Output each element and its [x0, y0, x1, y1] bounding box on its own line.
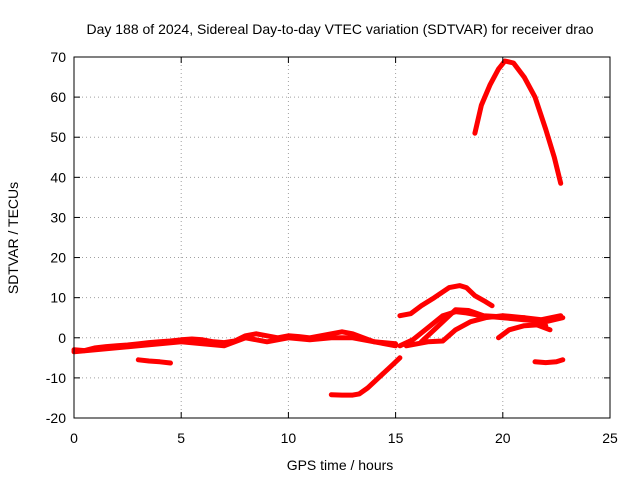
x-tick-label: 0 — [70, 430, 78, 446]
y-tick-label: -10 — [46, 370, 66, 386]
plot-frame — [73, 56, 611, 419]
y-tick-label: 20 — [50, 250, 66, 266]
series-layer — [71, 58, 566, 398]
series-trace-3 — [135, 357, 173, 366]
y-tick-label: 40 — [50, 169, 66, 185]
series-trace-2 — [71, 335, 399, 355]
y-tick-label: 50 — [50, 129, 66, 145]
x-tick-label: 5 — [177, 430, 185, 446]
series-trace-9 — [496, 322, 553, 341]
y-tick-label: 70 — [50, 49, 66, 65]
y-tick-label: 60 — [50, 89, 66, 105]
series-trace-10 — [532, 357, 566, 366]
chart-title: Day 188 of 2024, Sidereal Day-to-day VTE… — [86, 21, 593, 37]
x-tick-label: 25 — [602, 430, 618, 446]
x-ticks: 0 5 10 15 20 25 — [70, 57, 618, 446]
series-trace-4 — [328, 355, 403, 398]
y-tick-label: 10 — [50, 290, 66, 306]
x-axis-label: GPS time / hours — [287, 457, 394, 473]
y-axis-label: SDTVAR / TECUs — [5, 182, 21, 294]
y-ticks: -20 -10 0 10 20 30 40 50 60 70 — [46, 49, 610, 426]
series-trace-11 — [472, 58, 564, 186]
y-tick-label: 30 — [50, 209, 66, 225]
series-trace-8 — [418, 307, 564, 345]
x-tick-label: 20 — [495, 430, 511, 446]
y-tick-label: 0 — [58, 330, 66, 346]
y-tick-label: -20 — [46, 410, 66, 426]
series-trace-5 — [397, 283, 495, 319]
x-tick-label: 15 — [388, 430, 404, 446]
x-tick-label: 10 — [281, 430, 297, 446]
